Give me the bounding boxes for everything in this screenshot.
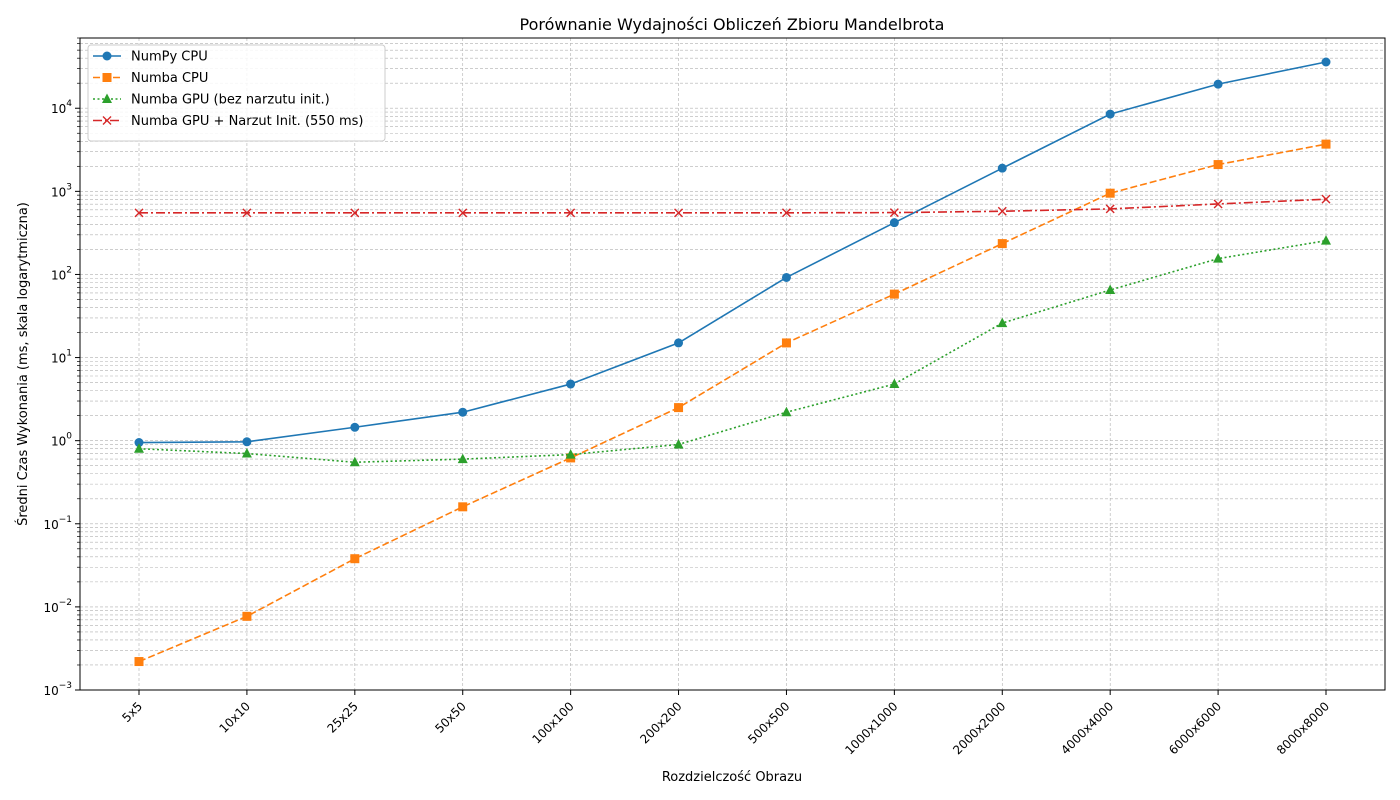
data-point (1321, 194, 1331, 204)
data-point (1105, 109, 1115, 119)
x-tick-label: 1000x1000 (842, 699, 900, 757)
data-point (674, 208, 684, 218)
data-point (565, 449, 576, 459)
legend-label: Numba GPU (bez narzutu init.) (131, 93, 330, 108)
data-point (1213, 160, 1223, 170)
x-tick-label: 6000x6000 (1166, 699, 1224, 757)
series-1 (134, 57, 1331, 448)
series-3 (134, 235, 1331, 467)
legend-marker (102, 116, 112, 125)
data-point (781, 208, 791, 218)
data-point (997, 206, 1007, 216)
data-point (1213, 199, 1223, 209)
data-point (889, 289, 899, 299)
data-point (1321, 235, 1331, 245)
plot-background (80, 38, 1385, 690)
data-point (458, 208, 468, 218)
legend: NumPy CPU Numba CPU Numba GPU (bez narzutu… (87, 44, 386, 142)
x-tick-label: 500x500 (745, 699, 792, 746)
data-point (242, 437, 252, 447)
data-point (997, 239, 1007, 249)
data-point (1321, 57, 1331, 67)
data-point (457, 453, 468, 464)
data-point (1213, 253, 1224, 263)
grid-lines (80, 37, 1385, 691)
data-point (349, 456, 360, 467)
data-point (1321, 139, 1331, 149)
data-point (1105, 204, 1115, 214)
legend-marker (102, 93, 112, 103)
data-point (134, 438, 144, 448)
data-point (889, 208, 899, 218)
series-group (134, 57, 1331, 667)
data-point (242, 208, 252, 218)
data-point (350, 554, 360, 564)
legend-box (87, 44, 386, 142)
y-tick-label: 100 (51, 432, 72, 449)
data-point (350, 422, 360, 432)
y-tick-label: 103 (51, 182, 72, 199)
data-point (674, 338, 684, 348)
data-point (134, 443, 144, 453)
x-tick-label: 5x5 (119, 699, 145, 725)
y-tick-label: 101 (51, 349, 72, 366)
data-point (674, 403, 684, 413)
data-point (350, 208, 360, 218)
data-point (566, 379, 576, 389)
legend-marker (102, 51, 112, 61)
legend-label: Numba CPU (131, 71, 208, 86)
data-point (1105, 284, 1116, 295)
data-point (566, 208, 576, 218)
data-point (1213, 79, 1223, 89)
x-tick-label: 4000x4000 (1058, 699, 1116, 757)
data-point (134, 208, 144, 218)
x-tick-label: 100x100 (529, 699, 576, 746)
x-tick-label: 200x200 (637, 699, 684, 746)
chart-title: Porównanie Wydajności Obliczeń Zbioru Ma… (520, 15, 945, 34)
plot-frame (79, 37, 1386, 691)
data-point (134, 657, 144, 667)
x-tick-label: 25x25 (324, 699, 361, 736)
x-tick-label: 50x50 (432, 699, 469, 736)
x-tick-label: 10x10 (217, 699, 254, 736)
series-4 (134, 194, 1331, 218)
data-point (673, 438, 684, 449)
data-point (889, 378, 900, 389)
y-axis-label: Średni Czas Wykonania (ms, skala logaryt… (15, 202, 31, 526)
series-line (139, 198, 1327, 214)
data-point (242, 611, 252, 621)
x-tick-label: 2000x2000 (950, 699, 1008, 757)
x-axis-ticks: 5x5 10x10 25x25 50x50 100x100 200x200 500x500 1… (119, 690, 1332, 757)
legend-label: Numba GPU + Narzut Init. (550 ms) (131, 114, 363, 129)
y-tick-label: 102 (51, 265, 72, 282)
series-line (138, 239, 1327, 464)
y-tick-label: 10−2 (43, 598, 72, 615)
data-point (781, 406, 792, 417)
data-point (781, 272, 791, 282)
x-tick-label: 8000x8000 (1274, 699, 1332, 757)
y-axis-ticks: 10−3 10−2 10−1 100 101 102 103 104 (43, 37, 80, 698)
data-point (781, 338, 791, 348)
data-point (997, 163, 1007, 173)
y-tick-label: 10−3 (43, 681, 72, 698)
data-point (889, 218, 899, 228)
series-line (138, 61, 1327, 444)
legend-label: NumPy CPU (131, 50, 208, 65)
data-point (458, 502, 468, 512)
y-tick-label: 10−1 (43, 515, 72, 532)
x-axis-label: Rozdzielczość Obrazu (662, 770, 802, 785)
data-point (997, 317, 1008, 328)
legend-marker (102, 73, 112, 82)
y-tick-label: 104 (51, 99, 72, 116)
data-point (241, 448, 252, 458)
data-point (1105, 188, 1115, 198)
series-2 (134, 139, 1331, 667)
data-point (458, 407, 468, 417)
